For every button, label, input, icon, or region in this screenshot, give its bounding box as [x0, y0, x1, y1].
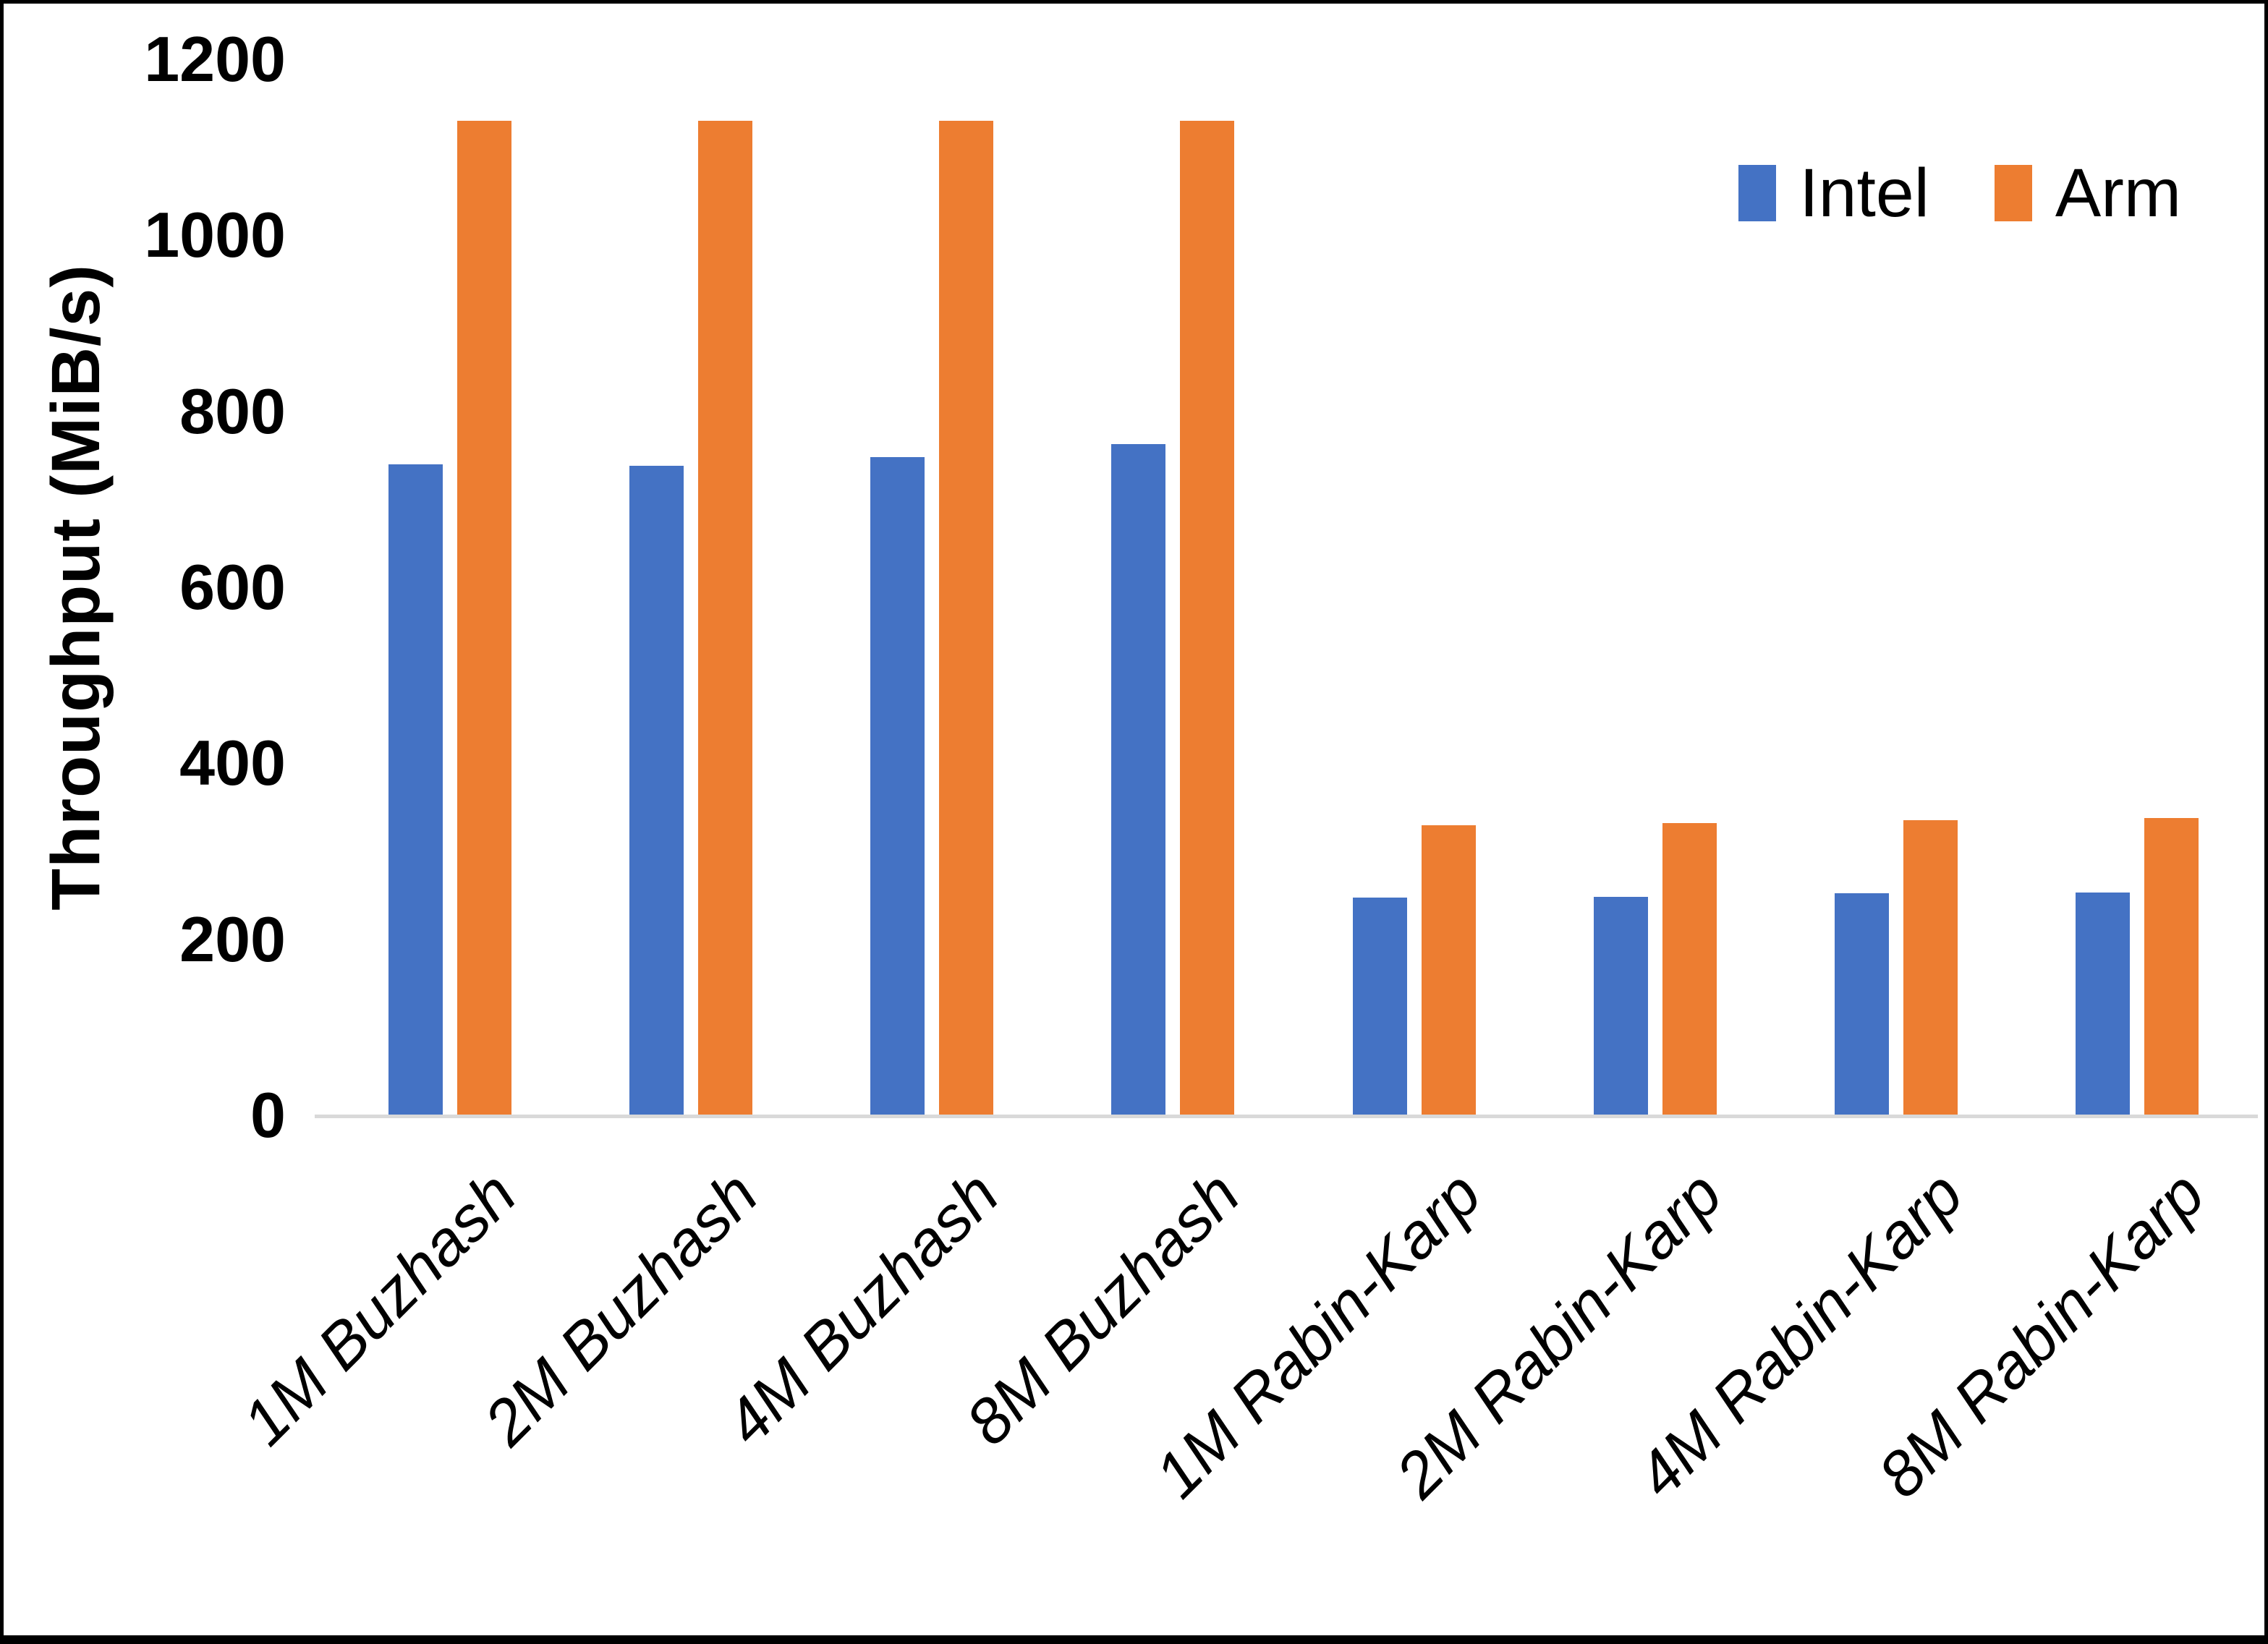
bar-intel-2m-rabin-karp [1593, 897, 1648, 1115]
bar-group-8m-buzhash [1053, 59, 1294, 1115]
legend: Intel Arm [1738, 155, 2181, 231]
legend-item-intel: Intel [1738, 155, 1929, 231]
bar-group-4m-buzhash [812, 59, 1053, 1115]
legend-item-arm: Arm [1994, 155, 2181, 231]
bar-intel-4m-rabin-karp [1835, 893, 1890, 1115]
bar-groups [329, 59, 2258, 1115]
legend-label-arm: Arm [2055, 155, 2181, 231]
bar-arm-8m-rabin-karp [2144, 817, 2199, 1115]
bar-intel-1m-rabin-karp [1352, 898, 1407, 1115]
bar-intel-2m-buzhash [629, 466, 684, 1115]
x-axis-labels: 1M Buzhash 2M Buzhash 4M Buzhash 8M Buzhash… [229, 1157, 2258, 1606]
plot-area [315, 59, 2258, 1118]
y-axis-tick-label: 1000 [144, 199, 286, 271]
bar-arm-1m-rabin-karp [1421, 825, 1476, 1115]
bar-group-4m-rabin-karp [1776, 59, 2017, 1115]
legend-swatch-arm-icon [1994, 165, 2032, 221]
bar-intel-8m-buzhash [1111, 443, 1166, 1115]
y-axis-tick-label: 600 [179, 551, 286, 623]
x-axis-line [315, 1115, 2258, 1118]
legend-label-intel: Intel [1799, 155, 1929, 231]
y-axis-tick-label: 400 [179, 727, 286, 799]
bar-arm-1m-buzhash [456, 121, 511, 1115]
y-axis-tick-label: 0 [250, 1079, 286, 1151]
bar-arm-4m-buzhash [939, 121, 994, 1115]
bar-arm-2m-buzhash [697, 121, 752, 1115]
bar-group-1m-buzhash [329, 59, 570, 1115]
bar-group-8m-rabin-karp [2017, 59, 2258, 1115]
bar-intel-8m-rabin-karp [2076, 893, 2131, 1115]
bar-intel-4m-buzhash [870, 456, 925, 1115]
bar-group-2m-rabin-karp [1534, 59, 1775, 1115]
bar-group-2m-buzhash [570, 59, 811, 1115]
y-axis-tick-label: 1200 [144, 23, 286, 95]
bar-arm-8m-buzhash [1180, 121, 1235, 1115]
bar-arm-2m-rabin-karp [1662, 823, 1717, 1115]
y-axis-tick-label: 800 [179, 375, 286, 447]
y-axis-tick-label: 200 [179, 903, 286, 975]
legend-swatch-intel-icon [1738, 165, 1777, 221]
bar-arm-4m-rabin-karp [1903, 820, 1958, 1115]
bar-group-1m-rabin-karp [1294, 59, 1534, 1115]
bar-intel-1m-buzhash [388, 464, 443, 1115]
